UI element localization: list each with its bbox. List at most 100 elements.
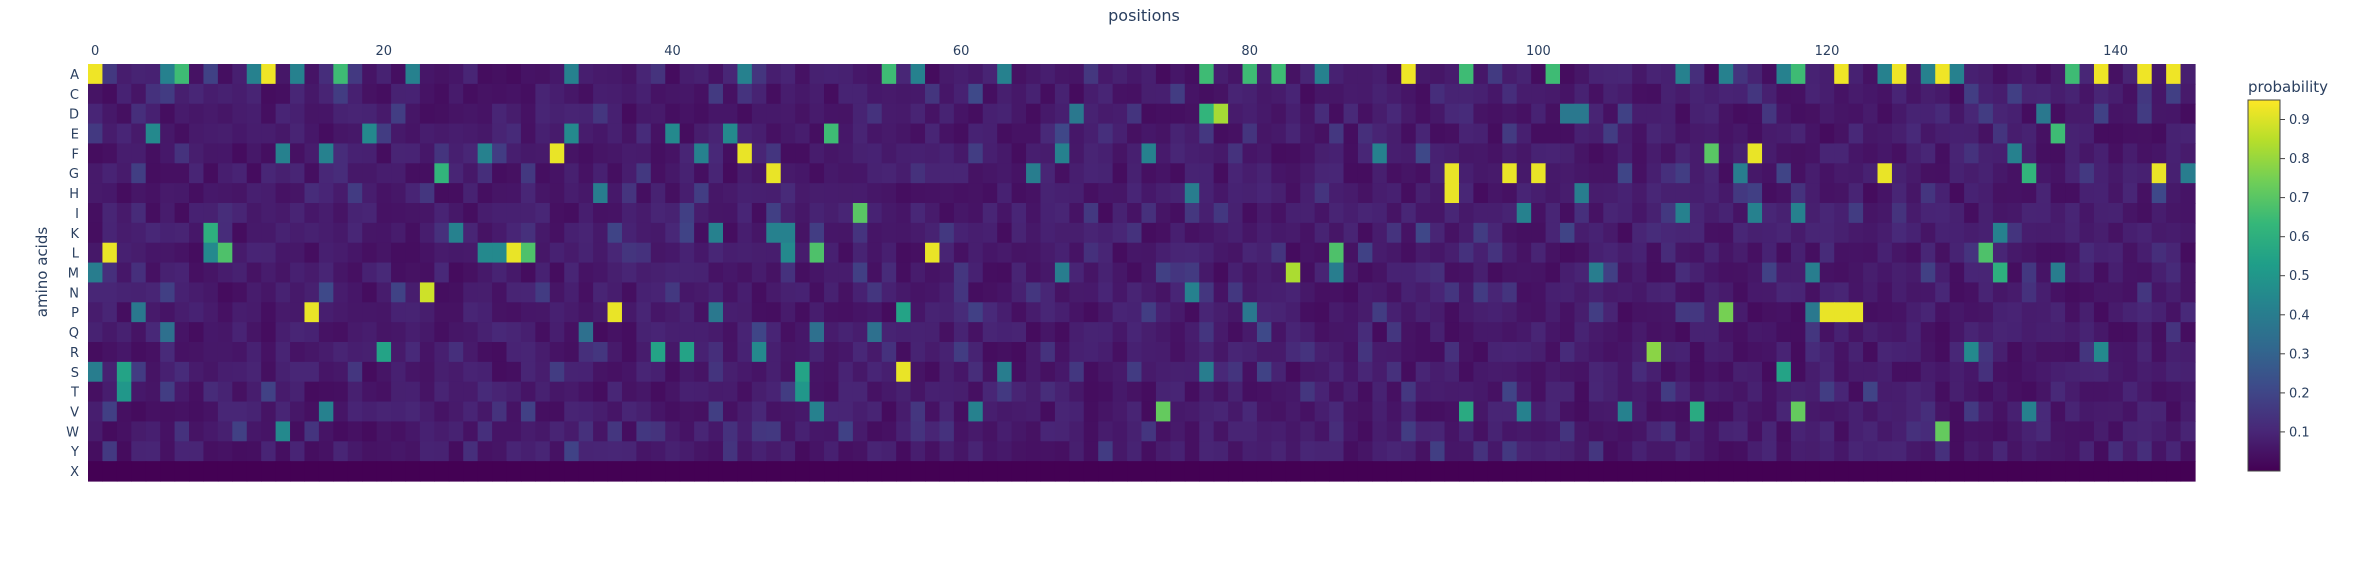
heatmap-cell-M-13[interactable]: [275, 262, 291, 284]
heatmap-cell-V-46[interactable]: [751, 401, 767, 423]
heatmap-cell-K-0[interactable]: [88, 222, 104, 244]
heatmap-cell-M-142[interactable]: [2137, 262, 2153, 284]
heatmap-cell-S-131[interactable]: [1978, 361, 1994, 383]
heatmap-cell-V-95[interactable]: [1458, 401, 1475, 423]
heatmap-cell-X-132[interactable]: [1992, 461, 2008, 482]
heatmap-cell-X-131[interactable]: [1978, 461, 1994, 482]
heatmap-cell-C-48[interactable]: [780, 83, 796, 105]
heatmap-cell-A-114[interactable]: [1733, 64, 1749, 85]
heatmap-cell-I-80[interactable]: [1242, 203, 1258, 224]
heatmap-cell-E-134[interactable]: [2021, 123, 2037, 145]
heatmap-cell-F-121[interactable]: [1834, 143, 1850, 164]
heatmap-cell-L-34[interactable]: [578, 242, 594, 264]
heatmap-cell-C-137[interactable]: [2065, 83, 2081, 105]
heatmap-cell-Y-34[interactable]: [578, 441, 594, 462]
heatmap-cell-C-10[interactable]: [232, 83, 248, 105]
heatmap-cell-N-98[interactable]: [1502, 282, 1518, 303]
heatmap-cell-X-61[interactable]: [968, 461, 984, 482]
heatmap-cell-D-96[interactable]: [1473, 103, 1489, 125]
heatmap-cell-M-38[interactable]: [636, 262, 652, 284]
heatmap-cell-V-7[interactable]: [189, 401, 205, 423]
heatmap-cell-Y-11[interactable]: [246, 441, 262, 462]
heatmap-cell-C-64[interactable]: [1011, 83, 1027, 105]
heatmap-cell-E-75[interactable]: [1170, 123, 1186, 145]
heatmap-cell-C-27[interactable]: [477, 83, 493, 105]
heatmap-cell-R-43[interactable]: [708, 342, 724, 363]
heatmap-cell-V-26[interactable]: [463, 401, 479, 423]
heatmap-cell-D-45[interactable]: [737, 103, 753, 125]
heatmap-cell-K-49[interactable]: [795, 222, 811, 244]
heatmap-cell-F-51[interactable]: [824, 143, 840, 164]
heatmap-cell-C-13[interactable]: [275, 83, 291, 105]
heatmap-cell-Y-115[interactable]: [1747, 441, 1763, 462]
heatmap-cell-G-62[interactable]: [982, 163, 998, 184]
heatmap-cell-A-25[interactable]: [448, 64, 464, 85]
heatmap-cell-Y-33[interactable]: [564, 441, 580, 462]
heatmap-cell-E-85[interactable]: [1314, 123, 1330, 145]
heatmap-cell-K-126[interactable]: [1906, 222, 1922, 244]
heatmap-cell-K-28[interactable]: [492, 222, 508, 244]
heatmap-cell-Q-62[interactable]: [982, 322, 998, 343]
heatmap-cell-C-128[interactable]: [1935, 83, 1951, 105]
heatmap-cell-K-76[interactable]: [1184, 222, 1200, 244]
heatmap-cell-K-27[interactable]: [477, 222, 493, 244]
heatmap-cell-A-35[interactable]: [593, 64, 609, 85]
heatmap-cell-G-24[interactable]: [434, 163, 450, 184]
heatmap-cell-K-5[interactable]: [160, 222, 176, 244]
heatmap-cell-D-59[interactable]: [939, 103, 955, 125]
heatmap-cell-H-89[interactable]: [1372, 183, 1388, 204]
heatmap-cell-D-121[interactable]: [1834, 103, 1850, 125]
heatmap-cell-W-130[interactable]: [1964, 421, 1980, 442]
heatmap-cell-N-36[interactable]: [607, 282, 623, 303]
heatmap-cell-X-28[interactable]: [492, 461, 508, 482]
heatmap-cell-Y-105[interactable]: [1603, 441, 1619, 462]
heatmap-cell-M-16[interactable]: [318, 262, 334, 284]
heatmap-cell-E-138[interactable]: [2079, 123, 2095, 145]
heatmap-cell-K-144[interactable]: [2166, 222, 2182, 244]
heatmap-cell-R-105[interactable]: [1603, 342, 1619, 363]
heatmap-cell-H-133[interactable]: [2007, 183, 2023, 204]
heatmap-cell-K-105[interactable]: [1603, 222, 1619, 244]
heatmap-cell-F-132[interactable]: [1992, 143, 2008, 164]
heatmap-cell-G-13[interactable]: [275, 163, 291, 184]
heatmap-cell-L-86[interactable]: [1329, 242, 1345, 264]
heatmap-cell-N-77[interactable]: [1199, 282, 1215, 303]
heatmap-cell-M-78[interactable]: [1213, 262, 1229, 284]
heatmap-cell-T-127[interactable]: [1920, 381, 1936, 403]
heatmap-cell-Q-116[interactable]: [1762, 322, 1778, 343]
heatmap-cell-L-8[interactable]: [203, 242, 219, 264]
heatmap-cell-C-109[interactable]: [1661, 83, 1677, 105]
heatmap-cell-M-62[interactable]: [982, 262, 998, 284]
heatmap-cell-H-62[interactable]: [982, 183, 998, 204]
heatmap-cell-P-23[interactable]: [419, 302, 435, 323]
heatmap-cell-T-83[interactable]: [1285, 381, 1301, 403]
heatmap-cell-C-15[interactable]: [304, 83, 320, 105]
heatmap-cell-N-7[interactable]: [189, 282, 205, 303]
heatmap-cell-X-25[interactable]: [448, 461, 464, 482]
heatmap-cell-G-86[interactable]: [1329, 163, 1345, 184]
heatmap-cell-S-41[interactable]: [679, 361, 695, 383]
heatmap-cell-N-49[interactable]: [795, 282, 811, 303]
heatmap-cell-H-112[interactable]: [1704, 183, 1720, 204]
heatmap-cell-C-56[interactable]: [896, 83, 912, 105]
heatmap-cell-N-11[interactable]: [246, 282, 262, 303]
heatmap-cell-I-123[interactable]: [1863, 203, 1879, 224]
heatmap-cell-I-60[interactable]: [953, 203, 969, 224]
heatmap-cell-W-126[interactable]: [1906, 421, 1922, 442]
heatmap-cell-G-135[interactable]: [2036, 163, 2052, 184]
heatmap-cell-T-20[interactable]: [376, 381, 392, 403]
heatmap-cell-R-18[interactable]: [347, 342, 363, 363]
heatmap-cell-K-94[interactable]: [1444, 222, 1460, 244]
heatmap-cell-Q-25[interactable]: [448, 322, 464, 343]
heatmap-cell-R-82[interactable]: [1271, 342, 1287, 363]
heatmap-cell-P-126[interactable]: [1906, 302, 1922, 323]
heatmap-cell-W-38[interactable]: [636, 421, 652, 442]
heatmap-cell-P-108[interactable]: [1646, 302, 1662, 323]
heatmap-cell-R-6[interactable]: [174, 342, 190, 363]
heatmap-cell-T-81[interactable]: [1256, 381, 1272, 403]
heatmap-cell-I-39[interactable]: [650, 203, 666, 224]
heatmap-cell-A-120[interactable]: [1819, 64, 1835, 85]
heatmap-cell-I-132[interactable]: [1992, 203, 2008, 224]
heatmap-cell-P-9[interactable]: [217, 302, 233, 323]
heatmap-cell-C-93[interactable]: [1430, 83, 1446, 105]
